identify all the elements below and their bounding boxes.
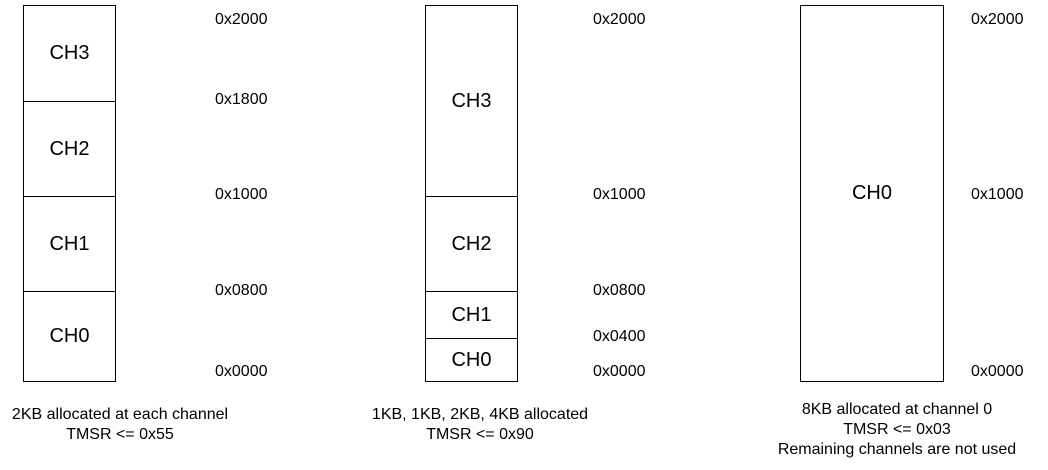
channel-block-ch0: CH0 [24, 291, 115, 381]
caption-line: 1KB, 1KB, 2KB, 4KB allocated [371, 406, 589, 423]
address-label: 0x1000 [215, 186, 268, 203]
caption-line: 2KB allocated at each channel [11, 406, 229, 423]
buffer-stack-1: CH3 CH2 CH1 CH0 [23, 5, 116, 382]
address-label: 0x0000 [215, 363, 268, 380]
address-label: 0x1000 [971, 186, 1024, 203]
buffer-stack-3: CH0 [800, 5, 944, 382]
address-label: 0x2000 [215, 11, 268, 28]
caption-1: 2KB allocated at each channel TMSR <= 0x… [0, 405, 240, 445]
channel-block-ch1: CH1 [426, 291, 517, 338]
caption-2: 1KB, 1KB, 2KB, 4KB allocated TMSR <= 0x9… [355, 405, 605, 445]
address-label: 0x2000 [593, 11, 646, 28]
channel-block-ch2: CH2 [426, 196, 517, 291]
caption-3: 8KB allocated at channel 0 TMSR <= 0x03 … [752, 400, 1042, 460]
address-label: 0x0800 [593, 282, 646, 299]
address-label: 0x0800 [215, 282, 268, 299]
address-label: 0x1800 [215, 91, 268, 108]
address-label: 0x2000 [971, 11, 1024, 28]
address-label: 0x0400 [593, 328, 646, 345]
address-label: 0x0000 [971, 363, 1024, 380]
channel-block-ch3: CH3 [49, 42, 90, 64]
caption-line: TMSR <= 0x90 [426, 426, 534, 443]
channel-block-ch2: CH2 [24, 101, 115, 196]
buffer-stack-2: CH3 CH2 CH1 CH0 [425, 5, 518, 382]
channel-block-ch0: CH0 [851, 182, 892, 204]
channel-block-ch0: CH0 [426, 338, 517, 381]
caption-line: TMSR <= 0x03 [843, 421, 951, 438]
address-label: 0x1000 [593, 186, 646, 203]
channel-block-ch3: CH3 [451, 89, 492, 112]
caption-line: TMSR <= 0x55 [66, 426, 174, 443]
channel-block-ch1: CH1 [24, 196, 115, 291]
address-label: 0x0000 [593, 363, 646, 380]
caption-line: 8KB allocated at channel 0 [801, 401, 993, 418]
caption-line: Remaining channels are not used [777, 441, 1017, 458]
